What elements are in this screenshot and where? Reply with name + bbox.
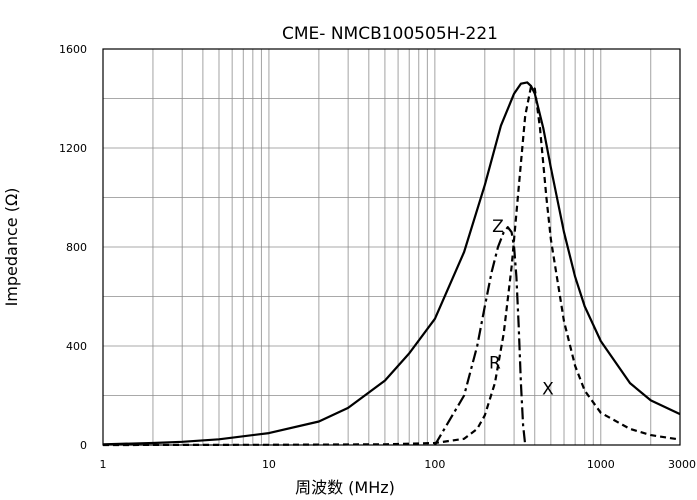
y-axis-label: Impedance (Ω) — [2, 188, 21, 307]
curve-label-z: Z — [492, 217, 504, 237]
y-tick-label: 1200 — [59, 142, 87, 155]
y-tick-label: 800 — [66, 241, 87, 254]
curve-labels: Z R X — [489, 217, 554, 399]
curve-label-x: X — [542, 379, 554, 399]
series-group — [102, 81, 681, 447]
x-axis-label: 周波数 (MHz) — [295, 478, 395, 497]
x-tick-label: 10 — [262, 458, 276, 471]
y-tick-label: 1600 — [59, 43, 87, 56]
curve-label-r: R — [489, 353, 501, 373]
x-tick-label: 3000 — [668, 458, 696, 471]
tick-labels: 1 10 100 1000 3000 0 400 800 1200 1600 — [59, 43, 696, 471]
series-z-line — [102, 81, 681, 446]
x-tick-label: 100 — [424, 458, 445, 471]
chart-title: CME- NMCB100505H-221 — [282, 24, 498, 44]
series-x-line — [433, 226, 527, 446]
series-r-line — [102, 84, 681, 447]
y-tick-label: 0 — [80, 439, 87, 452]
x-tick-label: 1000 — [587, 458, 615, 471]
grid — [103, 49, 680, 445]
x-tick-label: 1 — [100, 458, 107, 471]
y-tick-label: 400 — [66, 340, 87, 353]
plot-frame — [102, 48, 681, 446]
